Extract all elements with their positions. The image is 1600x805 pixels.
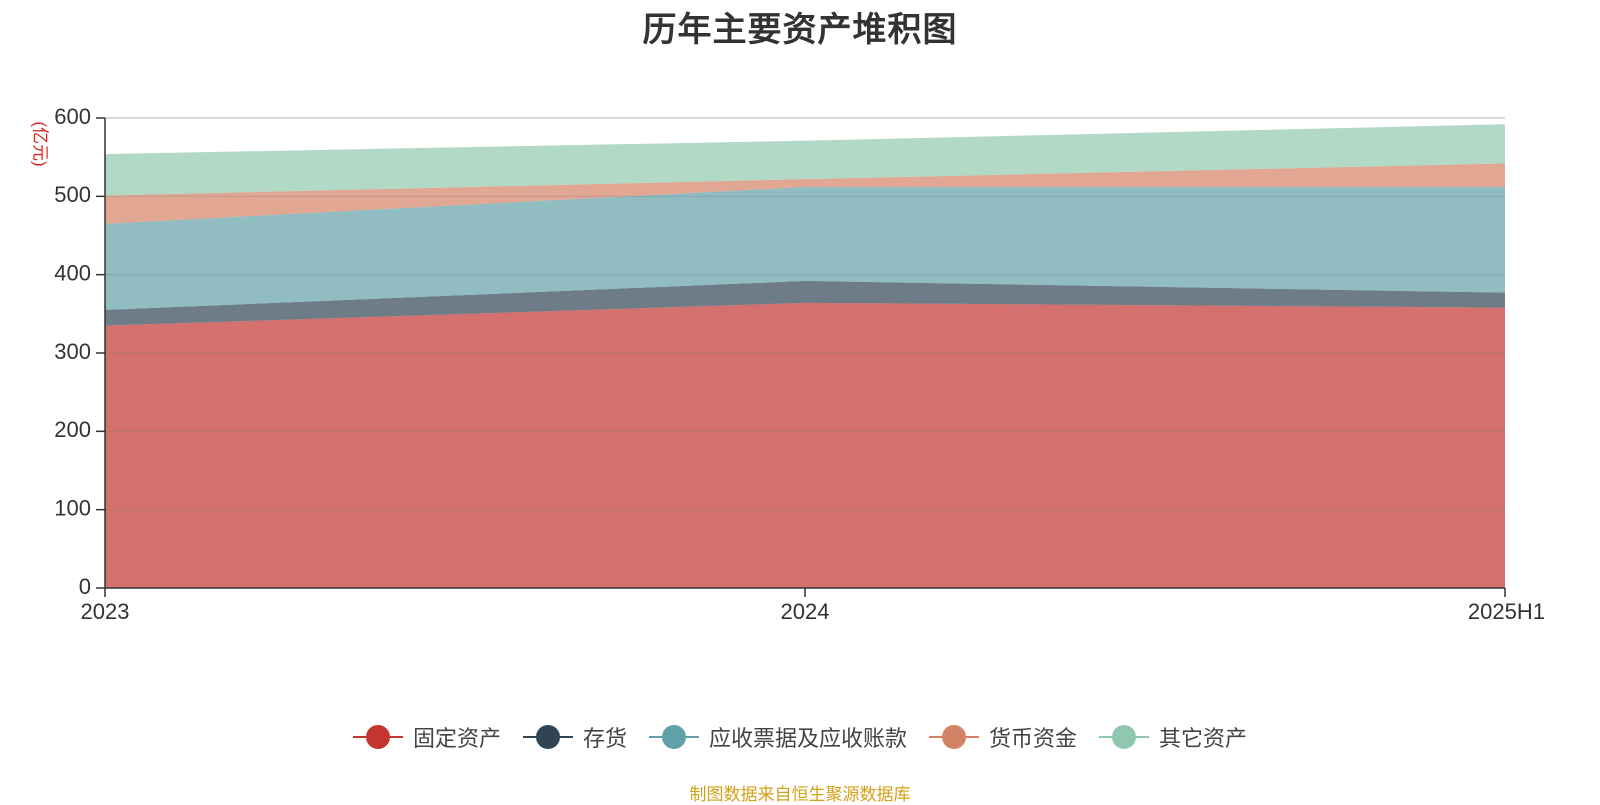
legend-marker-icon	[1099, 725, 1150, 749]
legend-marker-icon	[522, 725, 573, 749]
legend-item[interactable]: 货币资金	[929, 721, 1077, 753]
legend-marker-icon	[648, 725, 699, 749]
y-tick-label: 0	[79, 574, 91, 599]
legend-item[interactable]: 应收票据及应收账款	[648, 721, 907, 753]
x-tick-label: 2025H1	[1468, 599, 1545, 624]
area-series-0	[105, 302, 1505, 588]
legend-item[interactable]: 其它资产	[1099, 721, 1247, 753]
source-note: 制图数据来自恒生聚源数据库	[689, 785, 911, 805]
legend-item[interactable]: 固定资产	[352, 721, 501, 753]
area-layer	[105, 124, 1505, 588]
y-tick-label: 200	[54, 417, 91, 442]
legend-label: 其它资产	[1159, 727, 1248, 752]
legend-marker-icon	[929, 725, 979, 749]
legend-label: 存货	[582, 727, 627, 752]
legend-label: 应收票据及应收账款	[708, 727, 907, 752]
legend-dot	[535, 725, 560, 749]
legend-dot	[1112, 725, 1137, 749]
area-series-3	[105, 163, 1505, 224]
y-axis-unit-label: (亿元)	[31, 121, 50, 166]
x-tick-label: 2023	[81, 599, 130, 624]
y-tick-label: 300	[54, 339, 91, 364]
legend-dot	[661, 725, 686, 749]
legend-dot	[942, 725, 966, 749]
legend-marker-icon	[352, 725, 403, 749]
legend-label: 货币资金	[989, 727, 1078, 752]
y-tick-label: 100	[54, 495, 91, 520]
legend-label: 固定资产	[412, 727, 501, 752]
area-series-1	[105, 280, 1505, 326]
legend-dot	[365, 725, 390, 749]
area-series-2	[105, 186, 1505, 310]
chart-title: 历年主要资产堆积图	[642, 10, 958, 50]
axes: 0 100 200 300 400 500 600 2023 2024 2025H1	[54, 104, 1545, 624]
area-series-4	[105, 124, 1505, 196]
legend: 固定资产 存货 应收票据及应收账款 货币资金 其它资产	[0, 720, 1600, 754]
y-tick-label: 500	[54, 182, 91, 207]
gridlines	[105, 117, 1505, 511]
x-tick-label: 2024	[781, 599, 830, 624]
y-tick-label: 400	[54, 260, 91, 285]
legend-item[interactable]: 存货	[522, 721, 627, 753]
y-tick-label: 600	[54, 104, 91, 129]
